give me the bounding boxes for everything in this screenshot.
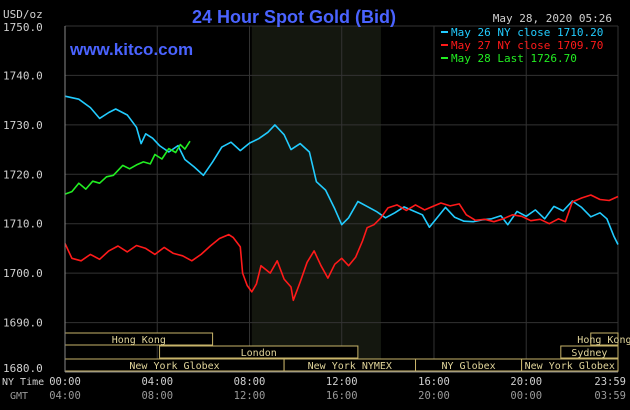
legend-entry: May 27 NY close 1709.70 xyxy=(451,39,603,52)
chart-title: 24 Hour Spot Gold (Bid) xyxy=(192,7,396,27)
y-tick-label: 1740.0 xyxy=(3,69,43,82)
series-line-2 xyxy=(64,140,191,195)
highlight-band xyxy=(251,26,381,372)
session-box xyxy=(560,345,619,359)
x-tick-label: 00:00 xyxy=(510,390,542,402)
highlight-layer xyxy=(251,26,381,372)
series-layer xyxy=(64,95,619,302)
legend-entry: May 26 NY close 1710.20 xyxy=(451,26,603,39)
x-tick-label: 12:00 xyxy=(326,376,358,388)
series-line-0 xyxy=(64,95,619,245)
session-label: London xyxy=(241,348,277,359)
legend-entry: May 28 Last 1726.70 xyxy=(451,52,577,65)
session-label: Hong Kong xyxy=(577,335,630,346)
session-label: Hong Kong xyxy=(112,335,166,346)
x-tick-label: 23:59 xyxy=(594,376,626,388)
session-label: New York NYMEX xyxy=(308,361,392,372)
y-tick-label: 1700.0 xyxy=(3,267,43,280)
x-tick-label: 03:59 xyxy=(594,390,626,402)
x-tick-label: 00:00 xyxy=(49,376,81,388)
axis-layer: 1690.0 1700.0 1710.0 1720.0 1730.0 1740.0 00:0… xyxy=(3,26,626,402)
session-label: New York Globex xyxy=(129,361,219,372)
y-tick-label: 1690.0 xyxy=(3,317,43,330)
site-link[interactable]: www.kitco.com xyxy=(69,40,193,59)
y-top-label: 1750.0 xyxy=(3,21,43,34)
x-tick-label: 08:00 xyxy=(234,376,266,388)
y-tick-label: 1730.0 xyxy=(3,119,43,132)
x-row-label-nytime: NY Time xyxy=(2,377,44,388)
x-tick-label: 20:00 xyxy=(510,376,542,388)
y-tick-label: 1710.0 xyxy=(3,218,43,231)
series-line-1 xyxy=(64,194,619,302)
x-row-label-gmt: GMT xyxy=(10,391,28,402)
session-box xyxy=(159,345,359,359)
timestamp: May 28, 2020 05:26 xyxy=(493,12,612,25)
x-tick-label: 16:00 xyxy=(326,390,358,402)
x-tick-label: 16:00 xyxy=(418,376,450,388)
x-tick-label: 04:00 xyxy=(49,390,81,402)
y-unit-label: USD/oz xyxy=(3,8,43,21)
x-tick-label: 08:00 xyxy=(141,390,173,402)
session-label: New York Globex xyxy=(525,361,615,372)
label-layer: USD/oz 1750.0 24 Hour Spot Gold (Bid) ww… xyxy=(2,7,612,402)
session-box xyxy=(590,332,619,346)
y-tick-label: 1720.0 xyxy=(3,168,43,181)
session-box xyxy=(521,358,619,372)
x-tick-label: 04:00 xyxy=(141,376,173,388)
x-tick-label: 20:00 xyxy=(418,390,450,402)
session-label: Sydney xyxy=(571,348,607,359)
x-tick-label: 12:00 xyxy=(234,390,266,402)
y-bottom-label: 1680.0 xyxy=(3,362,43,375)
session-label: NY Globex xyxy=(441,361,495,372)
